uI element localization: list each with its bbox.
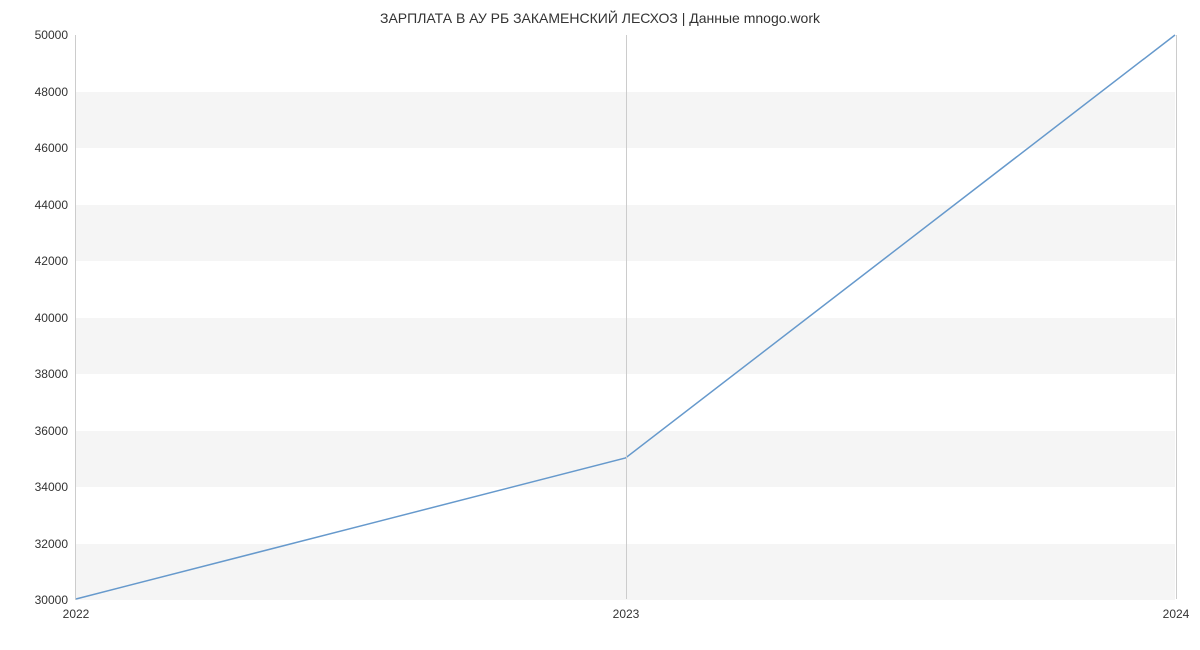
x-tick-label: 2024 xyxy=(1163,607,1190,621)
y-tick-label: 36000 xyxy=(35,424,68,438)
salary-line-chart: ЗАРПЛАТА В АУ РБ ЗАКАМЕНСКИЙ ЛЕСХОЗ | Да… xyxy=(0,0,1200,650)
y-tick-label: 48000 xyxy=(35,85,68,99)
x-gridline xyxy=(1176,35,1177,599)
y-tick-label: 42000 xyxy=(35,254,68,268)
y-tick-label: 34000 xyxy=(35,480,68,494)
y-tick-label: 44000 xyxy=(35,198,68,212)
x-tick-label: 2022 xyxy=(63,607,90,621)
y-tick-label: 32000 xyxy=(35,537,68,551)
plot-area: 3000032000340003600038000400004200044000… xyxy=(75,35,1175,600)
y-tick-label: 38000 xyxy=(35,367,68,381)
x-tick-label: 2023 xyxy=(613,607,640,621)
x-gridline xyxy=(626,35,627,599)
y-tick-label: 50000 xyxy=(35,28,68,42)
chart-title: ЗАРПЛАТА В АУ РБ ЗАКАМЕНСКИЙ ЛЕСХОЗ | Да… xyxy=(0,10,1200,26)
y-tick-label: 30000 xyxy=(35,593,68,607)
y-tick-label: 46000 xyxy=(35,141,68,155)
y-tick-label: 40000 xyxy=(35,311,68,325)
